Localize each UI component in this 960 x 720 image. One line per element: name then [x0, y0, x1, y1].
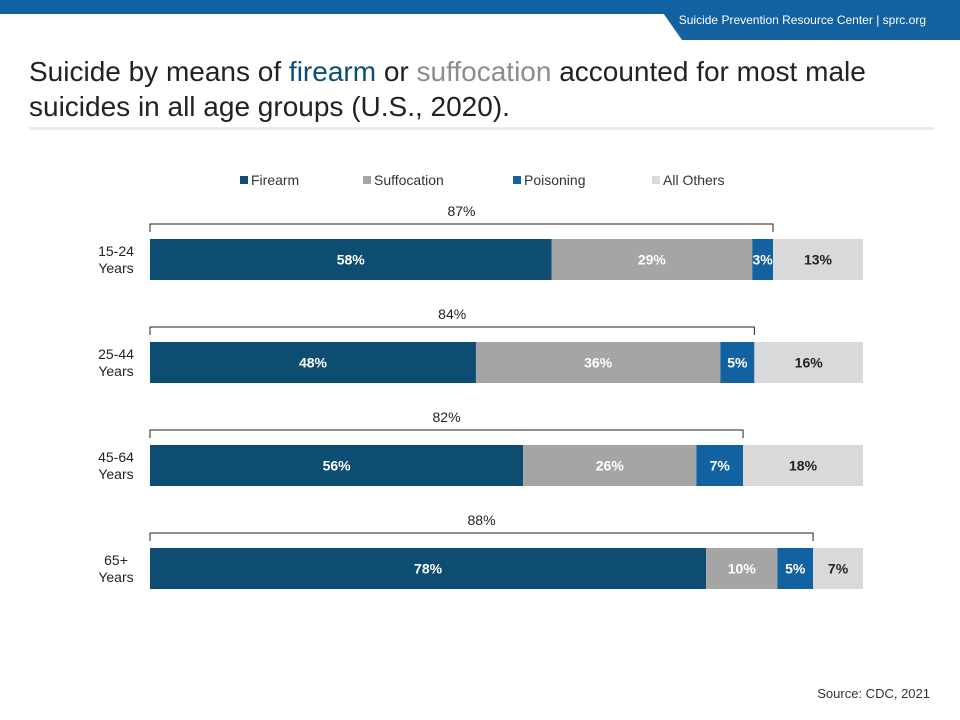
legend-label-2: Poisoning	[524, 172, 586, 188]
data-label-0-1: 29%	[638, 252, 667, 268]
bar-segment-3-1	[706, 548, 778, 589]
category-label-3: 65+ Years	[98, 552, 133, 585]
source-note: Source: CDC, 2021	[817, 686, 930, 701]
bracket-total-2: 82%	[433, 409, 461, 425]
legend-swatch-3	[652, 176, 660, 184]
bracket-total-3: 88%	[468, 512, 496, 528]
legend-label-1: Suffocation	[374, 172, 444, 188]
data-label-3-3: 7%	[828, 561, 849, 577]
data-label-3-0: 78%	[414, 561, 443, 577]
bar-segment-3-0	[150, 548, 707, 589]
bracket-2	[149, 429, 744, 438]
bracket-total-1: 84%	[438, 306, 466, 322]
bracket-total-0: 87%	[447, 203, 475, 219]
bar-segment-0-3	[773, 239, 863, 280]
data-label-0-2: 3%	[753, 252, 774, 268]
bar-segment-2-1	[523, 445, 697, 486]
data-label-1-0: 48%	[299, 355, 328, 371]
category-label-0: 15-24 Years	[98, 243, 134, 276]
data-label-2-1: 26%	[596, 458, 625, 474]
data-label-1-1: 36%	[584, 355, 613, 371]
title-highlight-suffocation: suffocation	[416, 56, 552, 87]
header-tab	[654, 0, 960, 40]
category-label-2: 45-64 Years	[98, 449, 134, 482]
bar-segment-3-2	[777, 548, 814, 589]
data-label-0-0: 58%	[337, 252, 366, 268]
data-label-2-3: 18%	[789, 458, 818, 474]
brand-text[interactable]: Suicide Prevention Resource Center | spr…	[678, 13, 926, 27]
bar-segment-0-1	[551, 239, 753, 280]
bar-segment-0-2	[752, 239, 774, 280]
category-label-1: 25-44 Years	[98, 346, 134, 379]
bracket-0	[149, 223, 774, 232]
title-divider	[29, 127, 934, 130]
data-label-1-2: 5%	[727, 355, 748, 371]
data-label-2-2: 7%	[710, 458, 731, 474]
title-part-2: or	[376, 56, 417, 87]
bar-segment-1-2	[720, 342, 755, 383]
bar-segment-1-1	[475, 342, 721, 383]
bar-segment-1-3	[754, 342, 863, 383]
data-label-3-2: 5%	[785, 561, 806, 577]
legend-label-0: Firearm	[251, 172, 299, 188]
bar-segment-0-0	[150, 239, 552, 280]
bar-segment-3-3	[813, 548, 863, 589]
legend-label-3: All Others	[663, 172, 724, 188]
data-label-0-3: 13%	[804, 252, 833, 268]
title-highlight-firearm: firearm	[288, 56, 377, 87]
data-label-1-3: 16%	[795, 355, 824, 371]
legend-swatch-2	[513, 176, 521, 184]
data-label-2-0: 56%	[323, 458, 352, 474]
data-label-3-1: 10%	[728, 561, 757, 577]
bar-segment-2-3	[743, 445, 863, 486]
bar-segment-2-2	[696, 445, 744, 486]
bracket-3	[149, 532, 814, 541]
legend-swatch-0	[240, 176, 248, 184]
title-part-3: accounted for most male suicides in all …	[29, 56, 866, 122]
legend-swatch-1	[363, 176, 371, 184]
title-part-1: Suicide by means of	[29, 56, 289, 87]
bar-segment-2-0	[150, 445, 524, 486]
bar-segment-1-0	[150, 342, 476, 383]
page-title: Suicide by means of firearm or suffocati…	[29, 54, 909, 124]
bracket-1	[149, 326, 755, 335]
